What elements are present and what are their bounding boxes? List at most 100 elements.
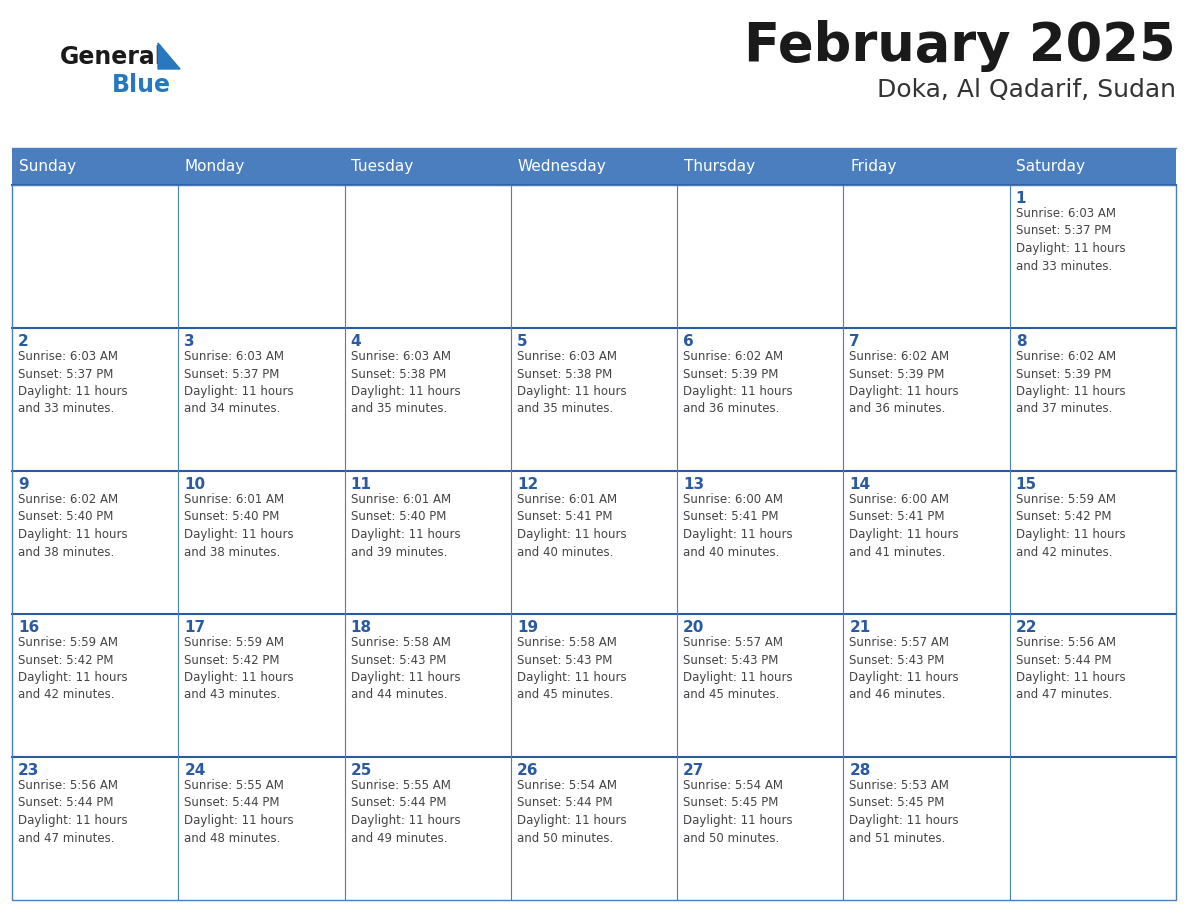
Text: Sunrise: 6:02 AM
Sunset: 5:40 PM
Daylight: 11 hours
and 38 minutes.: Sunrise: 6:02 AM Sunset: 5:40 PM Dayligh… [18,493,127,558]
Text: Saturday: Saturday [1017,159,1086,174]
Bar [677,757,843,900]
Bar [178,614,345,757]
Text: Sunrise: 5:55 AM
Sunset: 5:44 PM
Daylight: 11 hours
and 48 minutes.: Sunrise: 5:55 AM Sunset: 5:44 PM Dayligh… [184,779,293,845]
Text: Sunrise: 6:02 AM
Sunset: 5:39 PM
Daylight: 11 hours
and 36 minutes.: Sunrise: 6:02 AM Sunset: 5:39 PM Dayligh… [849,350,959,416]
Text: Wednesday: Wednesday [518,159,606,174]
Bar [843,614,1010,757]
Bar [843,185,1010,328]
Text: 13: 13 [683,477,704,492]
Text: Monday: Monday [185,159,245,174]
Text: 26: 26 [517,763,538,778]
Text: Sunrise: 5:54 AM
Sunset: 5:45 PM
Daylight: 11 hours
and 50 minutes.: Sunrise: 5:54 AM Sunset: 5:45 PM Dayligh… [683,779,792,845]
Text: Sunday: Sunday [19,159,76,174]
Bar [511,185,677,328]
Text: Sunrise: 6:01 AM
Sunset: 5:41 PM
Daylight: 11 hours
and 40 minutes.: Sunrise: 6:01 AM Sunset: 5:41 PM Dayligh… [517,493,626,558]
Text: Friday: Friday [851,159,897,174]
Text: 22: 22 [1016,620,1037,635]
Text: 25: 25 [350,763,372,778]
Text: Sunrise: 5:54 AM
Sunset: 5:44 PM
Daylight: 11 hours
and 50 minutes.: Sunrise: 5:54 AM Sunset: 5:44 PM Dayligh… [517,779,626,845]
Text: Sunrise: 5:58 AM
Sunset: 5:43 PM
Daylight: 11 hours
and 45 minutes.: Sunrise: 5:58 AM Sunset: 5:43 PM Dayligh… [517,636,626,701]
Text: Blue: Blue [112,73,171,97]
Text: Sunrise: 6:03 AM
Sunset: 5:37 PM
Daylight: 11 hours
and 34 minutes.: Sunrise: 6:03 AM Sunset: 5:37 PM Dayligh… [184,350,293,416]
Bar [677,614,843,757]
Bar [677,328,843,471]
Text: 6: 6 [683,334,694,349]
Text: Sunrise: 6:00 AM
Sunset: 5:41 PM
Daylight: 11 hours
and 41 minutes.: Sunrise: 6:00 AM Sunset: 5:41 PM Dayligh… [849,493,959,558]
Text: 23: 23 [18,763,39,778]
Bar [677,185,843,328]
Text: General: General [61,45,164,69]
Bar [1010,328,1176,471]
Bar [12,185,178,328]
Bar [843,757,1010,900]
Text: Sunrise: 5:56 AM
Sunset: 5:44 PM
Daylight: 11 hours
and 47 minutes.: Sunrise: 5:56 AM Sunset: 5:44 PM Dayligh… [18,779,127,845]
Text: Sunrise: 5:55 AM
Sunset: 5:44 PM
Daylight: 11 hours
and 49 minutes.: Sunrise: 5:55 AM Sunset: 5:44 PM Dayligh… [350,779,460,845]
Bar [345,185,511,328]
Bar [12,185,1176,900]
Bar [12,471,178,614]
Text: Sunrise: 6:02 AM
Sunset: 5:39 PM
Daylight: 11 hours
and 37 minutes.: Sunrise: 6:02 AM Sunset: 5:39 PM Dayligh… [1016,350,1125,416]
Text: 20: 20 [683,620,704,635]
Text: 24: 24 [184,763,206,778]
Text: 4: 4 [350,334,361,349]
Text: Sunrise: 6:02 AM
Sunset: 5:39 PM
Daylight: 11 hours
and 36 minutes.: Sunrise: 6:02 AM Sunset: 5:39 PM Dayligh… [683,350,792,416]
Bar [1010,185,1176,328]
Text: Sunrise: 5:57 AM
Sunset: 5:43 PM
Daylight: 11 hours
and 46 minutes.: Sunrise: 5:57 AM Sunset: 5:43 PM Dayligh… [849,636,959,701]
Text: 27: 27 [683,763,704,778]
Text: 14: 14 [849,477,871,492]
Text: 9: 9 [18,477,29,492]
Text: Sunrise: 5:59 AM
Sunset: 5:42 PM
Daylight: 11 hours
and 43 minutes.: Sunrise: 5:59 AM Sunset: 5:42 PM Dayligh… [184,636,293,701]
Text: Sunrise: 5:57 AM
Sunset: 5:43 PM
Daylight: 11 hours
and 45 minutes.: Sunrise: 5:57 AM Sunset: 5:43 PM Dayligh… [683,636,792,701]
Bar [12,328,178,471]
Text: Sunrise: 5:59 AM
Sunset: 5:42 PM
Daylight: 11 hours
and 42 minutes.: Sunrise: 5:59 AM Sunset: 5:42 PM Dayligh… [1016,493,1125,558]
Text: Sunrise: 5:59 AM
Sunset: 5:42 PM
Daylight: 11 hours
and 42 minutes.: Sunrise: 5:59 AM Sunset: 5:42 PM Dayligh… [18,636,127,701]
Text: 19: 19 [517,620,538,635]
Bar [843,328,1010,471]
Bar [345,614,511,757]
Bar [1010,757,1176,900]
Text: Sunrise: 6:03 AM
Sunset: 5:37 PM
Daylight: 11 hours
and 33 minutes.: Sunrise: 6:03 AM Sunset: 5:37 PM Dayligh… [18,350,127,416]
Bar [511,757,677,900]
Text: Sunrise: 6:01 AM
Sunset: 5:40 PM
Daylight: 11 hours
and 39 minutes.: Sunrise: 6:01 AM Sunset: 5:40 PM Dayligh… [350,493,460,558]
Text: Sunrise: 5:58 AM
Sunset: 5:43 PM
Daylight: 11 hours
and 44 minutes.: Sunrise: 5:58 AM Sunset: 5:43 PM Dayligh… [350,636,460,701]
Text: 7: 7 [849,334,860,349]
Text: 11: 11 [350,477,372,492]
Text: Sunrise: 6:03 AM
Sunset: 5:38 PM
Daylight: 11 hours
and 35 minutes.: Sunrise: 6:03 AM Sunset: 5:38 PM Dayligh… [517,350,626,416]
Bar [511,148,677,185]
Polygon shape [158,43,181,69]
Bar [843,471,1010,614]
Text: 1: 1 [1016,191,1026,206]
Text: Doka, Al Qadarif, Sudan: Doka, Al Qadarif, Sudan [877,78,1176,102]
Bar [12,757,178,900]
Text: 12: 12 [517,477,538,492]
Text: 17: 17 [184,620,206,635]
Text: 10: 10 [184,477,206,492]
Text: February 2025: February 2025 [745,20,1176,72]
Text: 5: 5 [517,334,527,349]
Text: Sunrise: 6:03 AM
Sunset: 5:38 PM
Daylight: 11 hours
and 35 minutes.: Sunrise: 6:03 AM Sunset: 5:38 PM Dayligh… [350,350,460,416]
Text: Sunrise: 5:53 AM
Sunset: 5:45 PM
Daylight: 11 hours
and 51 minutes.: Sunrise: 5:53 AM Sunset: 5:45 PM Dayligh… [849,779,959,845]
Bar [511,328,677,471]
Text: 15: 15 [1016,477,1037,492]
Bar [345,328,511,471]
Bar [1010,614,1176,757]
Text: Thursday: Thursday [684,159,754,174]
Text: Sunrise: 6:00 AM
Sunset: 5:41 PM
Daylight: 11 hours
and 40 minutes.: Sunrise: 6:00 AM Sunset: 5:41 PM Dayligh… [683,493,792,558]
Text: 8: 8 [1016,334,1026,349]
Bar [345,148,511,185]
Bar [178,471,345,614]
Bar [677,471,843,614]
Text: 18: 18 [350,620,372,635]
Text: Sunrise: 6:01 AM
Sunset: 5:40 PM
Daylight: 11 hours
and 38 minutes.: Sunrise: 6:01 AM Sunset: 5:40 PM Dayligh… [184,493,293,558]
Text: Sunrise: 6:03 AM
Sunset: 5:37 PM
Daylight: 11 hours
and 33 minutes.: Sunrise: 6:03 AM Sunset: 5:37 PM Dayligh… [1016,207,1125,273]
Bar [511,614,677,757]
Bar [345,757,511,900]
Bar [1010,148,1176,185]
Bar [511,471,677,614]
Bar [12,614,178,757]
Text: Tuesday: Tuesday [352,159,413,174]
Bar [1010,471,1176,614]
Text: 21: 21 [849,620,871,635]
Text: Sunrise: 5:56 AM
Sunset: 5:44 PM
Daylight: 11 hours
and 47 minutes.: Sunrise: 5:56 AM Sunset: 5:44 PM Dayligh… [1016,636,1125,701]
Bar [178,328,345,471]
